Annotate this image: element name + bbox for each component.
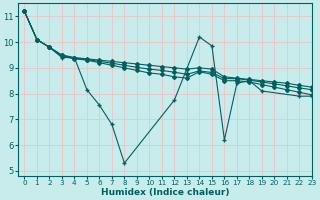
X-axis label: Humidex (Indice chaleur): Humidex (Indice chaleur) [101,188,229,197]
